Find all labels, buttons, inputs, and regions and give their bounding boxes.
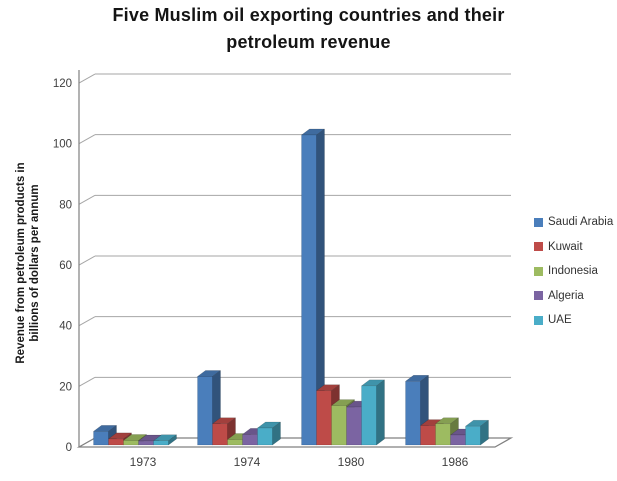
- y-tick-label-60: 60: [59, 260, 72, 272]
- legend-marker-icon: [534, 315, 543, 325]
- legend-label: Algeria: [548, 289, 584, 302]
- y-tick-label-100: 100: [53, 139, 72, 151]
- bar-uae-1974: [256, 421, 282, 446]
- y-tick-20: [78, 376, 96, 387]
- legend-item-saudi-arabia: Saudi Arabia: [534, 210, 613, 235]
- legend-marker-icon: [534, 217, 543, 227]
- legend-label: Saudi Arabia: [548, 216, 614, 229]
- bar-uae-1980: [360, 379, 386, 446]
- chart-floor: [76, 437, 514, 448]
- bar-uae-1973: [152, 434, 178, 446]
- chart-title: Five Muslim oil exporting countries and …: [0, 2, 617, 56]
- legend-marker-icon: [534, 266, 543, 276]
- legend-marker-icon: [534, 242, 543, 252]
- y-axis-title: Revenue from petroleum products in billio…: [15, 162, 41, 363]
- bar-saudi-arabia-1980: [300, 128, 326, 446]
- y-tick-40: [78, 316, 96, 327]
- x-tick-label-1986: 1986: [442, 455, 469, 469]
- legend-label: UAE: [548, 314, 572, 327]
- y-tick-80: [78, 194, 96, 205]
- x-tick-label-1974: 1974: [234, 455, 261, 469]
- legend-item-indonesia: Indonesia: [534, 259, 613, 284]
- y-tick-60: [78, 255, 96, 266]
- legend-item-kuwait: Kuwait: [534, 235, 613, 260]
- chart-title-line1: Five Muslim oil exporting countries and …: [112, 5, 505, 25]
- y-tick-label-40: 40: [59, 321, 72, 333]
- legend-item-algeria: Algeria: [534, 284, 613, 309]
- y-tick-label-80: 80: [59, 199, 72, 211]
- bar-uae-1986: [464, 419, 490, 446]
- legend-marker-icon: [534, 291, 543, 301]
- chart-legend: Saudi Arabia Kuwait Indonesia Algeria UAE: [534, 210, 613, 333]
- y-tick-120: [78, 73, 96, 84]
- legend-label: Indonesia: [548, 265, 598, 278]
- y-tick-label-20: 20: [59, 381, 72, 393]
- y-tick-label-0: 0: [66, 442, 72, 454]
- y-tick-label-120: 120: [53, 78, 72, 90]
- legend-item-uae: UAE: [534, 308, 613, 333]
- x-tick-label-1980: 1980: [338, 455, 365, 469]
- x-tick-label-1973: 1973: [130, 455, 157, 469]
- y-tick-100: [78, 134, 96, 145]
- legend-label: Kuwait: [548, 240, 583, 253]
- chart-title-line2: petroleum revenue: [226, 32, 391, 52]
